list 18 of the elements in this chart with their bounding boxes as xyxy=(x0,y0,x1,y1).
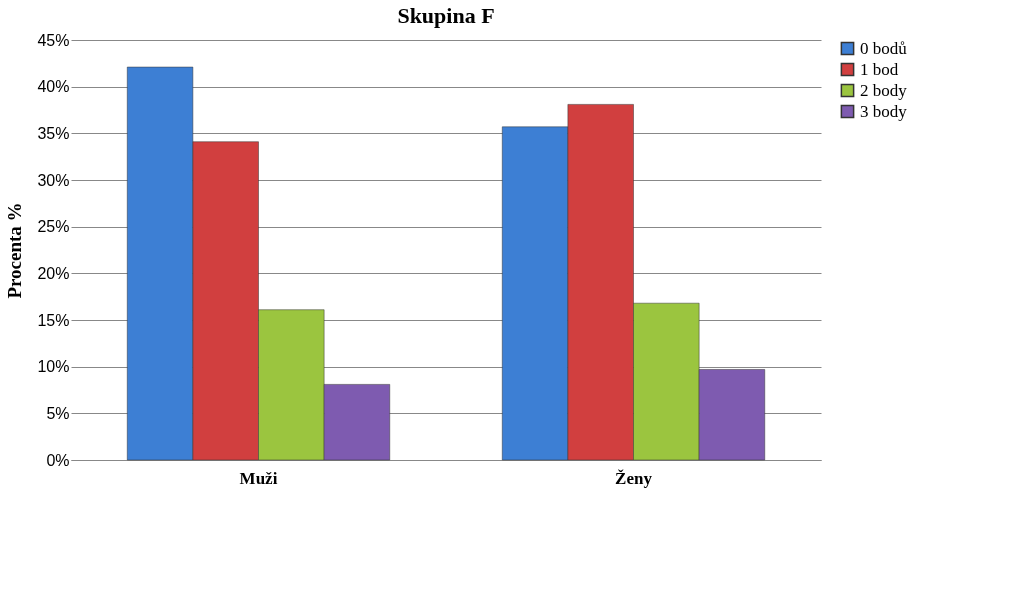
y-tick-label: 30% xyxy=(37,171,70,189)
y-tick-label: 0% xyxy=(46,451,70,469)
y-tick-label: 40% xyxy=(37,78,70,96)
y-axis-title: Procenta % xyxy=(4,202,26,299)
y-tick-label: 15% xyxy=(37,311,70,329)
y-tick-label: 5% xyxy=(46,404,70,422)
x-tick-label: Ženy xyxy=(615,468,653,488)
y-tick-label: 20% xyxy=(37,264,70,282)
y-tick-label: 35% xyxy=(37,124,70,142)
y-tick-label: 25% xyxy=(37,218,70,236)
legend-label: 2 body xyxy=(860,80,908,100)
chart-title: Skupina F xyxy=(397,3,495,28)
x-tick-label: Muži xyxy=(239,468,278,488)
legend-label: 3 body xyxy=(860,101,908,121)
legend-label: 1 bod xyxy=(860,59,899,79)
y-tick-label: 10% xyxy=(37,358,70,376)
y-tick-label: 45% xyxy=(37,31,70,49)
legend-label: 0 bodů xyxy=(860,38,908,58)
